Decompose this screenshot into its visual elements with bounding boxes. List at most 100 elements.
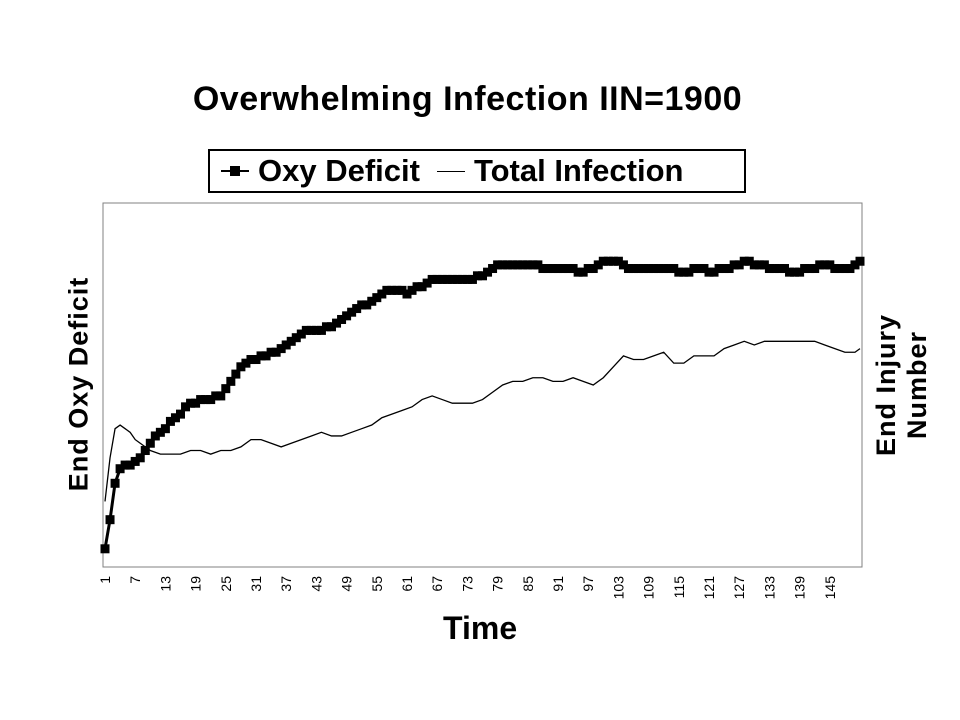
- oxy-deficit-point: [840, 264, 850, 274]
- oxy-deficit-point: [201, 395, 211, 405]
- chart-title: Overwhelming Infection IIN=1900: [192, 80, 743, 118]
- oxy-deficit-point: [216, 391, 226, 401]
- oxy-deficit-point: [392, 285, 402, 295]
- oxy-deficit-point: [211, 391, 221, 401]
- oxy-deficit-point: [603, 256, 613, 266]
- square-marker-line-icon: [218, 161, 252, 181]
- x-tick-label: 43: [308, 576, 324, 592]
- oxy-deficit-point: [165, 416, 175, 426]
- x-tick-label: 13: [157, 576, 173, 592]
- oxy-deficit-point: [613, 256, 623, 266]
- x-tick-label: 103: [610, 576, 626, 600]
- legend: Oxy Deficit Total Infection: [208, 149, 746, 193]
- oxy-deficit-point: [649, 264, 659, 274]
- oxy-deficit-point: [528, 260, 538, 270]
- oxy-deficit-point: [654, 264, 664, 274]
- oxy-deficit-point: [181, 402, 191, 412]
- oxy-deficit-point: [296, 329, 306, 339]
- oxy-deficit-point: [452, 274, 462, 284]
- oxy-deficit-point: [553, 264, 563, 274]
- oxy-deficit-point: [754, 260, 764, 270]
- oxy-deficit-point: [155, 427, 165, 437]
- oxy-deficit-point: [407, 285, 417, 295]
- oxy-deficit-point: [231, 369, 241, 379]
- oxy-deficit-point: [442, 274, 452, 284]
- oxy-deficit-point: [120, 460, 130, 470]
- oxy-deficit-point: [669, 264, 679, 274]
- oxy-deficit-point: [241, 358, 251, 368]
- oxy-deficit-point: [850, 260, 860, 270]
- oxy-deficit-point: [221, 384, 231, 394]
- oxy-deficit-point: [800, 264, 810, 274]
- oxy-deficit-point: [618, 260, 628, 270]
- oxy-deficit-point: [472, 271, 482, 281]
- oxy-deficit-point: [513, 260, 523, 270]
- oxy-deficit-point: [337, 314, 347, 324]
- total-infection-line: [104, 340, 861, 502]
- oxy-deficit-point: [679, 267, 689, 277]
- oxy-deficit-point: [186, 398, 196, 408]
- oxy-deficit-point: [417, 282, 427, 292]
- oxy-deficit-point: [261, 351, 271, 361]
- oxy-deficit-point: [206, 395, 216, 405]
- oxy-deficit-point: [774, 264, 784, 274]
- oxy-deficit-point: [608, 256, 618, 266]
- oxy-deficit-point: [704, 267, 714, 277]
- oxy-deficit-point: [598, 256, 608, 266]
- oxy-deficit-point: [488, 264, 498, 274]
- oxy-deficit-point: [342, 311, 352, 321]
- oxy-deficit-point: [674, 267, 684, 277]
- oxy-deficit-point: [634, 264, 644, 274]
- oxy-deficit-point: [372, 293, 382, 303]
- y-axis-left-label: End Oxy Deficit: [63, 276, 94, 492]
- x-tick-label: 73: [459, 576, 475, 592]
- oxy-deficit-point: [709, 267, 719, 277]
- oxy-deficit-point: [352, 304, 362, 314]
- x-tick-label: 85: [520, 576, 536, 592]
- y-axis-right-label-line2: Number: [902, 330, 932, 440]
- y-axis-right-label: End Injury Number: [871, 314, 933, 456]
- oxy-deficit-point: [563, 264, 573, 274]
- oxy-deficit-point: [699, 264, 709, 274]
- oxy-deficit-point: [508, 260, 518, 270]
- oxy-deficit-point: [659, 264, 669, 274]
- oxy-deficit-point: [160, 424, 170, 434]
- x-tick-label: 145: [822, 576, 838, 600]
- legend-item-oxy-deficit: Oxy Deficit: [210, 153, 420, 189]
- oxy-deficit-point: [623, 264, 633, 274]
- oxy-deficit-point: [684, 267, 694, 277]
- oxy-deficit-point: [140, 446, 150, 456]
- oxy-deficit-point: [246, 355, 256, 365]
- oxy-deficit-point: [125, 460, 135, 470]
- oxy-deficit-point: [457, 274, 467, 284]
- x-tick-label: 1: [97, 576, 113, 584]
- oxy-deficit-point: [427, 274, 437, 284]
- x-tick-label: 61: [399, 576, 415, 592]
- oxy-deficit-point: [236, 362, 246, 372]
- oxy-deficit-point: [357, 300, 367, 310]
- oxy-deficit-point: [266, 347, 276, 357]
- oxy-deficit-point: [523, 260, 533, 270]
- oxy-deficit-point: [855, 256, 865, 266]
- oxy-deficit-point: [825, 260, 835, 270]
- oxy-deficit-point: [790, 267, 800, 277]
- oxy-deficit-point: [327, 322, 336, 332]
- oxy-deficit-point: [714, 264, 724, 274]
- oxy-deficit-point: [281, 340, 291, 350]
- thin-line-icon: [434, 161, 468, 181]
- oxy-deficit-point: [729, 260, 739, 270]
- oxy-deficit-point: [251, 355, 261, 365]
- x-tick-label: 37: [278, 576, 294, 592]
- legend-label-oxy-deficit: Oxy Deficit: [258, 153, 420, 188]
- oxy-deficit-point: [176, 409, 185, 419]
- oxy-deficit-point: [301, 325, 311, 335]
- oxy-deficit-point: [467, 274, 477, 284]
- oxy-deficit-point: [478, 271, 487, 281]
- oxy-deficit-point: [483, 267, 493, 277]
- oxy-deficit-point: [306, 325, 316, 335]
- oxy-deficit-point: [321, 322, 331, 332]
- legend-item-total-infection: Total Infection: [420, 153, 683, 189]
- oxy-deficit-point: [498, 260, 508, 270]
- x-tick-label: 139: [792, 576, 808, 600]
- oxy-deficit-point: [115, 464, 125, 474]
